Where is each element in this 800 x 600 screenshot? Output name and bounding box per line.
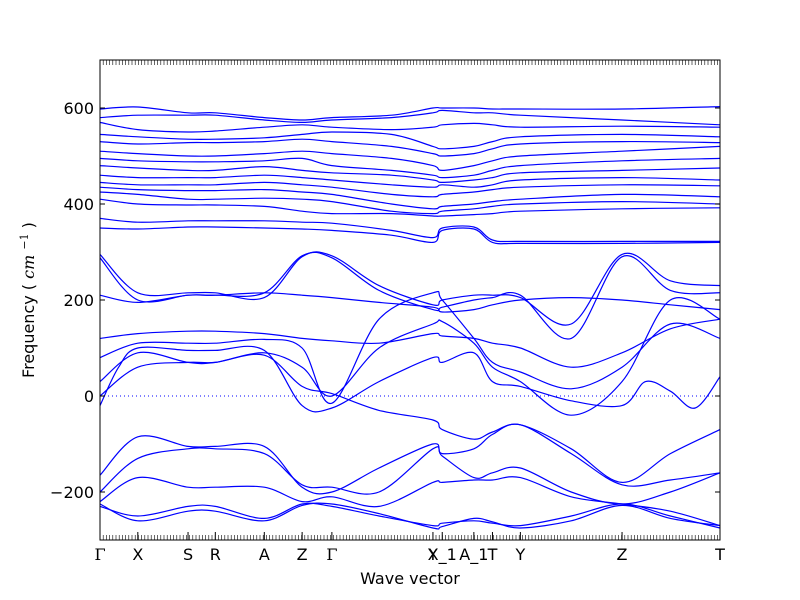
y-axis-ticks: −200 0 200 400 600 bbox=[50, 99, 720, 502]
series-layer bbox=[99, 106, 721, 530]
band-24 bbox=[99, 423, 721, 495]
band-14 bbox=[99, 217, 720, 243]
band-13 bbox=[99, 198, 721, 217]
x-tick-label: T bbox=[714, 545, 725, 564]
y-axis-label-open: ( bbox=[19, 284, 38, 290]
y-tick-label: 600 bbox=[63, 99, 94, 118]
x-axis-ticks: Γ X S R A Z Γ YX_1 A_1 T Y Z T bbox=[94, 532, 725, 565]
band-25 bbox=[99, 446, 721, 505]
x-tick-label: R bbox=[210, 545, 221, 564]
x-tick-label: A_1 bbox=[459, 545, 488, 565]
band-9 bbox=[99, 174, 721, 188]
x-tick-label: Z bbox=[297, 545, 308, 564]
band-8 bbox=[99, 165, 721, 184]
band-6 bbox=[99, 145, 721, 172]
band-22 bbox=[99, 345, 721, 413]
band-3 bbox=[99, 121, 721, 133]
y-axis-label: Frequency ( cm −1 ) bbox=[18, 222, 39, 378]
band-21 bbox=[99, 297, 721, 416]
band-4 bbox=[99, 131, 721, 150]
x-axis-minor-ticks bbox=[99, 60, 718, 540]
band-27 bbox=[99, 502, 721, 529]
x-tick-label: X bbox=[132, 545, 143, 564]
band-15 bbox=[99, 226, 721, 245]
band-11 bbox=[99, 186, 721, 210]
band-18 bbox=[99, 292, 721, 313]
y-axis-label-close: ) bbox=[19, 222, 38, 228]
band-19 bbox=[99, 318, 721, 368]
x-tick-label: Γ bbox=[94, 545, 105, 564]
band-2 bbox=[99, 109, 721, 126]
band-16 bbox=[99, 251, 721, 326]
x-tick-label: T bbox=[487, 545, 498, 564]
x-tick-label: A bbox=[259, 545, 270, 564]
y-tick-label: 0 bbox=[84, 387, 94, 406]
band-26 bbox=[99, 476, 721, 527]
band-20 bbox=[99, 290, 721, 404]
y-tick-label: 200 bbox=[63, 291, 94, 310]
band-17 bbox=[99, 251, 721, 340]
y-axis-label-unit: cm bbox=[19, 255, 38, 279]
x-tick-label: Z bbox=[617, 545, 628, 564]
band-10 bbox=[99, 181, 721, 198]
x-tick-label: X_1 bbox=[428, 545, 457, 565]
y-axis-label-unit-exp: −1 bbox=[18, 233, 31, 249]
band-5 bbox=[99, 138, 721, 157]
y-tick-label: −200 bbox=[50, 483, 94, 502]
band-12 bbox=[99, 191, 721, 215]
band-28 bbox=[99, 502, 721, 530]
x-tick-label: S bbox=[183, 545, 193, 564]
y-axis-label-text: Frequency bbox=[19, 295, 38, 378]
x-tick-label: Y bbox=[427, 545, 438, 564]
x-tick-label: Y bbox=[514, 545, 525, 564]
band-23 bbox=[99, 353, 721, 484]
band-1 bbox=[99, 106, 721, 121]
band-7 bbox=[99, 157, 721, 179]
x-tick-label: Γ bbox=[326, 545, 337, 564]
minor-tick-marks bbox=[99, 60, 718, 540]
x-axis-label: Wave vector bbox=[360, 569, 460, 588]
y-tick-label: 400 bbox=[63, 195, 94, 214]
